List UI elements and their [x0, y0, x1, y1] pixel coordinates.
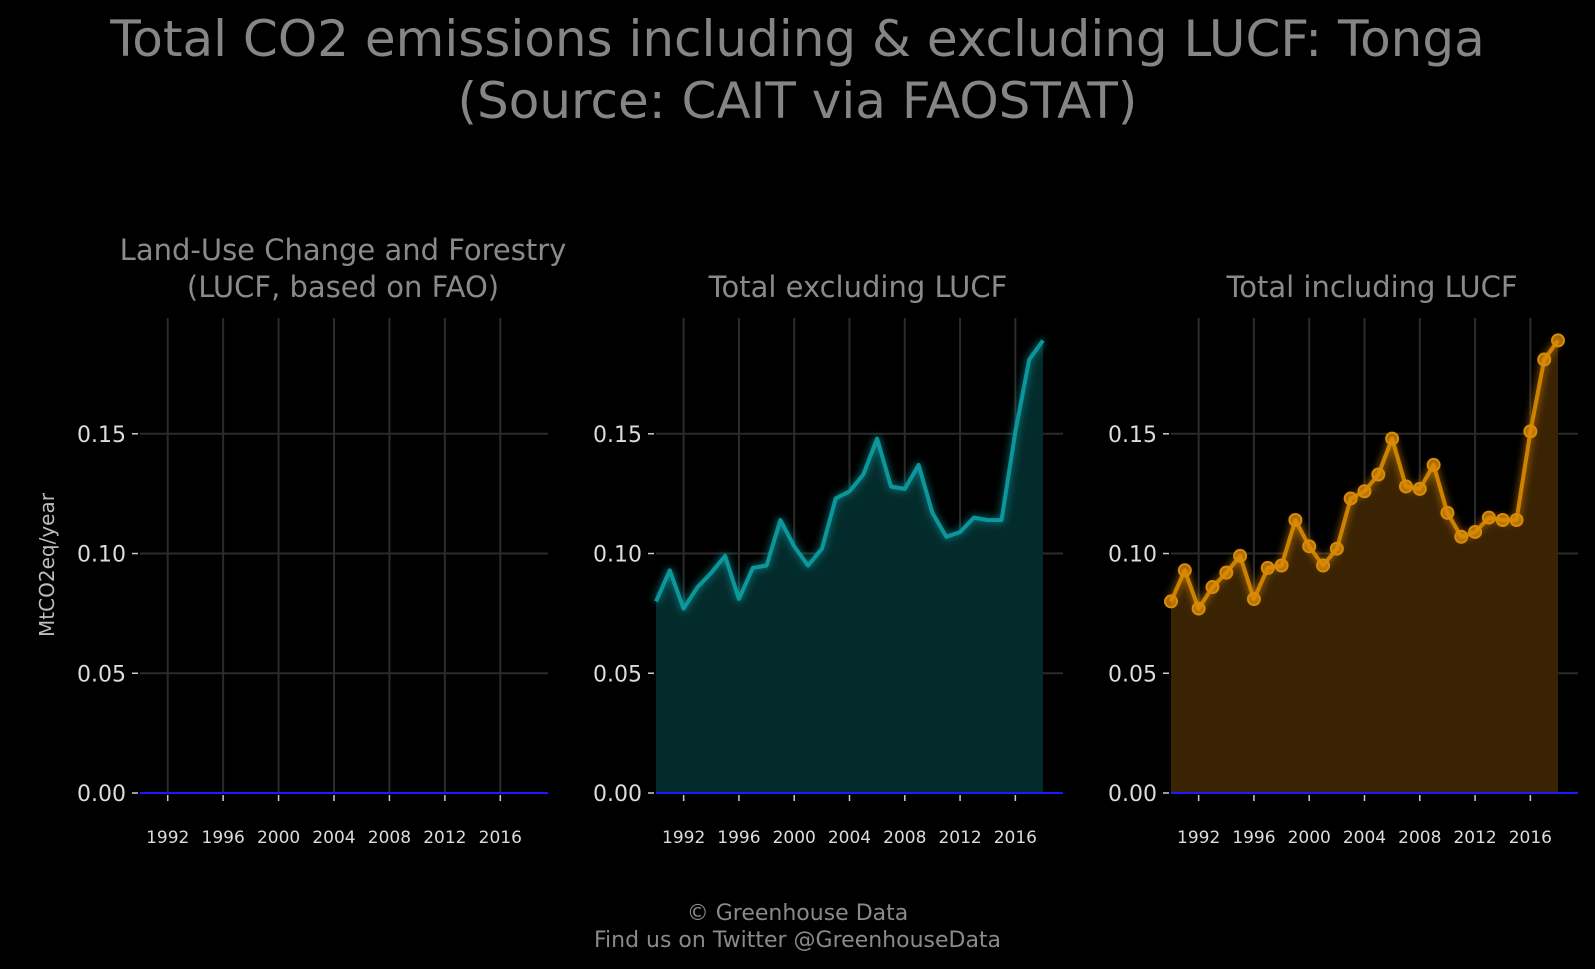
series-area	[1171, 340, 1558, 793]
data-point	[1385, 431, 1400, 446]
panel-0: 0.00 0.05 0.10 0.15 1992 1996 2000 2004 2008 2012…	[77, 318, 548, 848]
panel-title-lucf-line-1: Land-Use Change and Forestry	[119, 233, 567, 267]
chart-title-line-2: (Source: CAIT via FAOSTAT)	[457, 72, 1138, 130]
panel-title-incl-line-1: Total including LUCF	[1226, 270, 1518, 304]
data-point	[1205, 580, 1220, 595]
data-point	[1481, 510, 1496, 525]
data-point	[1551, 333, 1565, 348]
y-tick-label: 0.10	[77, 543, 126, 568]
data-point	[1191, 601, 1206, 616]
x-tick-label: 2012	[423, 828, 466, 848]
x-tick-label: 1992	[146, 828, 189, 848]
x-tick-label: 1992	[662, 828, 705, 848]
x-tick-label: 2004	[828, 828, 871, 848]
series-area	[656, 340, 1043, 793]
data-point	[1343, 491, 1358, 506]
chart-title: Total CO2 emissions including & excludin…	[0, 8, 1595, 132]
panel-title-incl: Total including LUCF	[1226, 269, 1517, 306]
data-point	[1537, 352, 1552, 367]
data-point	[1233, 548, 1248, 563]
data-point	[1302, 539, 1317, 554]
data-point	[1260, 560, 1275, 575]
x-tick-label: 1996	[1232, 828, 1275, 848]
data-point	[1468, 524, 1483, 539]
x-tick-label: 2008	[368, 828, 411, 848]
x-tick-label: 2016	[994, 828, 1037, 848]
x-tick-label: 1992	[1177, 828, 1220, 848]
y-tick-label: 0.10	[593, 543, 642, 568]
panel-2: 0.00 0.05 0.10 0.15 1992 1996 2000 2004 2008 2012…	[1108, 318, 1578, 848]
x-tick-label: 2012	[938, 828, 981, 848]
panel-1: 0.00 0.05 0.10 0.15 1992 1996 2000 2004 2008 2012…	[593, 318, 1063, 848]
x-tick-label: 2016	[1509, 828, 1552, 848]
x-tick-label: 2016	[479, 828, 522, 848]
y-tick-label: 0.00	[593, 782, 642, 807]
y-tick-label: 0.15	[77, 423, 126, 448]
panel-title-excl: Total excluding LUCF	[709, 269, 1008, 306]
data-point	[1177, 563, 1192, 578]
data-point	[1274, 558, 1289, 573]
data-point	[1288, 513, 1303, 527]
y-tick-label: 0.00	[1108, 782, 1157, 807]
panel-title-lucf: Land-Use Change and Forestry (LUCF, base…	[120, 232, 567, 306]
x-tick-label: 2004	[312, 828, 355, 848]
data-point	[1316, 558, 1331, 573]
data-point	[1398, 479, 1413, 494]
y-tick-label: 0.15	[1108, 423, 1157, 448]
x-tick-label: 2008	[883, 828, 926, 848]
data-point	[1495, 513, 1510, 527]
x-tick-label: 2008	[1398, 828, 1441, 848]
data-point	[1509, 513, 1524, 527]
data-point	[1329, 541, 1344, 556]
series-line	[654, 339, 1045, 611]
data-point	[1426, 457, 1441, 472]
footer-copyright: © Greenhouse Data	[686, 901, 909, 926]
y-tick-label: 0.00	[77, 782, 126, 807]
y-tick-label: 0.15	[593, 423, 642, 448]
data-point	[1246, 592, 1261, 607]
x-tick-label: 2004	[1343, 828, 1386, 848]
data-point	[1371, 467, 1386, 482]
x-tick-label: 1996	[717, 828, 760, 848]
panel-title-lucf-line-2: (LUCF, based on FAO)	[186, 270, 500, 304]
x-tick-label: 2000	[773, 828, 816, 848]
y-tick-label: 0.05	[1108, 662, 1157, 687]
panel-title-excl-line-1: Total excluding LUCF	[708, 270, 1008, 304]
data-point	[1412, 481, 1427, 496]
data-point	[1523, 424, 1538, 439]
y-tick-label: 0.05	[593, 662, 642, 687]
data-point	[1357, 484, 1372, 499]
data-point	[1440, 505, 1455, 520]
x-tick-label: 1996	[202, 828, 245, 848]
x-tick-label: 2012	[1453, 828, 1496, 848]
data-point	[1454, 529, 1469, 544]
footer: © Greenhouse Data Find us on Twitter @Gr…	[0, 900, 1595, 954]
y-tick-label: 0.05	[77, 662, 126, 687]
x-tick-label: 2000	[257, 828, 300, 848]
y-tick-label: 0.10	[1108, 543, 1157, 568]
data-point	[1219, 565, 1234, 580]
x-tick-label: 2000	[1288, 828, 1331, 848]
data-point	[1164, 594, 1178, 609]
footer-twitter: Find us on Twitter @GreenhouseData	[593, 928, 1002, 953]
chart-title-line-1: Total CO2 emissions including & excludin…	[110, 10, 1485, 68]
